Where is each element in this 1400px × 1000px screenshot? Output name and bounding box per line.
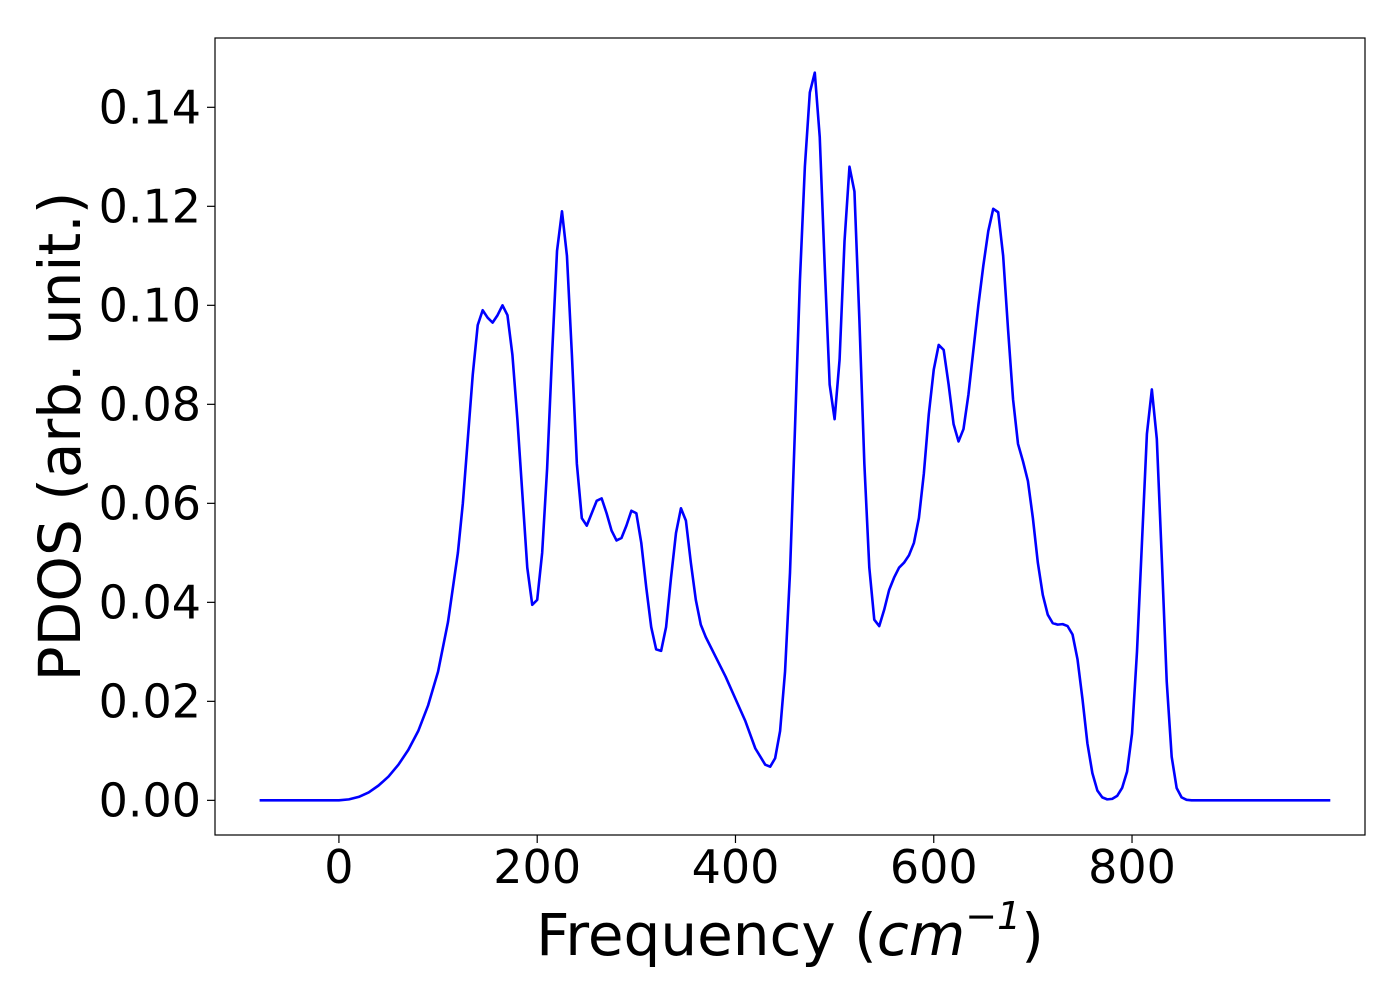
x-tick-label: 200 — [493, 840, 581, 894]
x-tick-label: 400 — [692, 840, 780, 894]
x-tick-label: 600 — [890, 840, 978, 894]
x-axis: 0 200 400 600 800 — [324, 835, 1176, 894]
x-tick-label: 0 — [324, 840, 353, 894]
x-tick-label: 800 — [1088, 840, 1176, 894]
x-axis-unit-exponent: −1 — [965, 894, 1021, 938]
pdos-series-line-0 — [259, 71, 1331, 802]
plot-area — [259, 71, 1331, 802]
y-axis-label: PDOS (arb. unit.) — [26, 192, 94, 682]
y-tick-label: 0.08 — [99, 377, 201, 431]
y-tick-label: 0.06 — [99, 476, 201, 530]
y-tick-label: 0.02 — [99, 674, 201, 728]
y-tick-label: 0.14 — [99, 80, 201, 134]
y-tick-label: 0.00 — [99, 773, 201, 827]
x-axis-label: Frequency (cm−1) — [536, 894, 1044, 969]
x-axis-label-prefix: Frequency ( — [536, 901, 877, 969]
y-tick-label: 0.04 — [99, 575, 201, 629]
x-axis-label-suffix: ) — [1021, 901, 1044, 969]
y-tick-label: 0.10 — [99, 278, 201, 332]
plot-frame — [214, 37, 1366, 836]
y-tick-label: 0.12 — [99, 179, 201, 233]
x-axis-unit-base: cm — [877, 901, 965, 969]
y-axis: 0.00 0.02 0.04 0.06 0.08 0.10 0.12 0.14 — [99, 80, 215, 827]
